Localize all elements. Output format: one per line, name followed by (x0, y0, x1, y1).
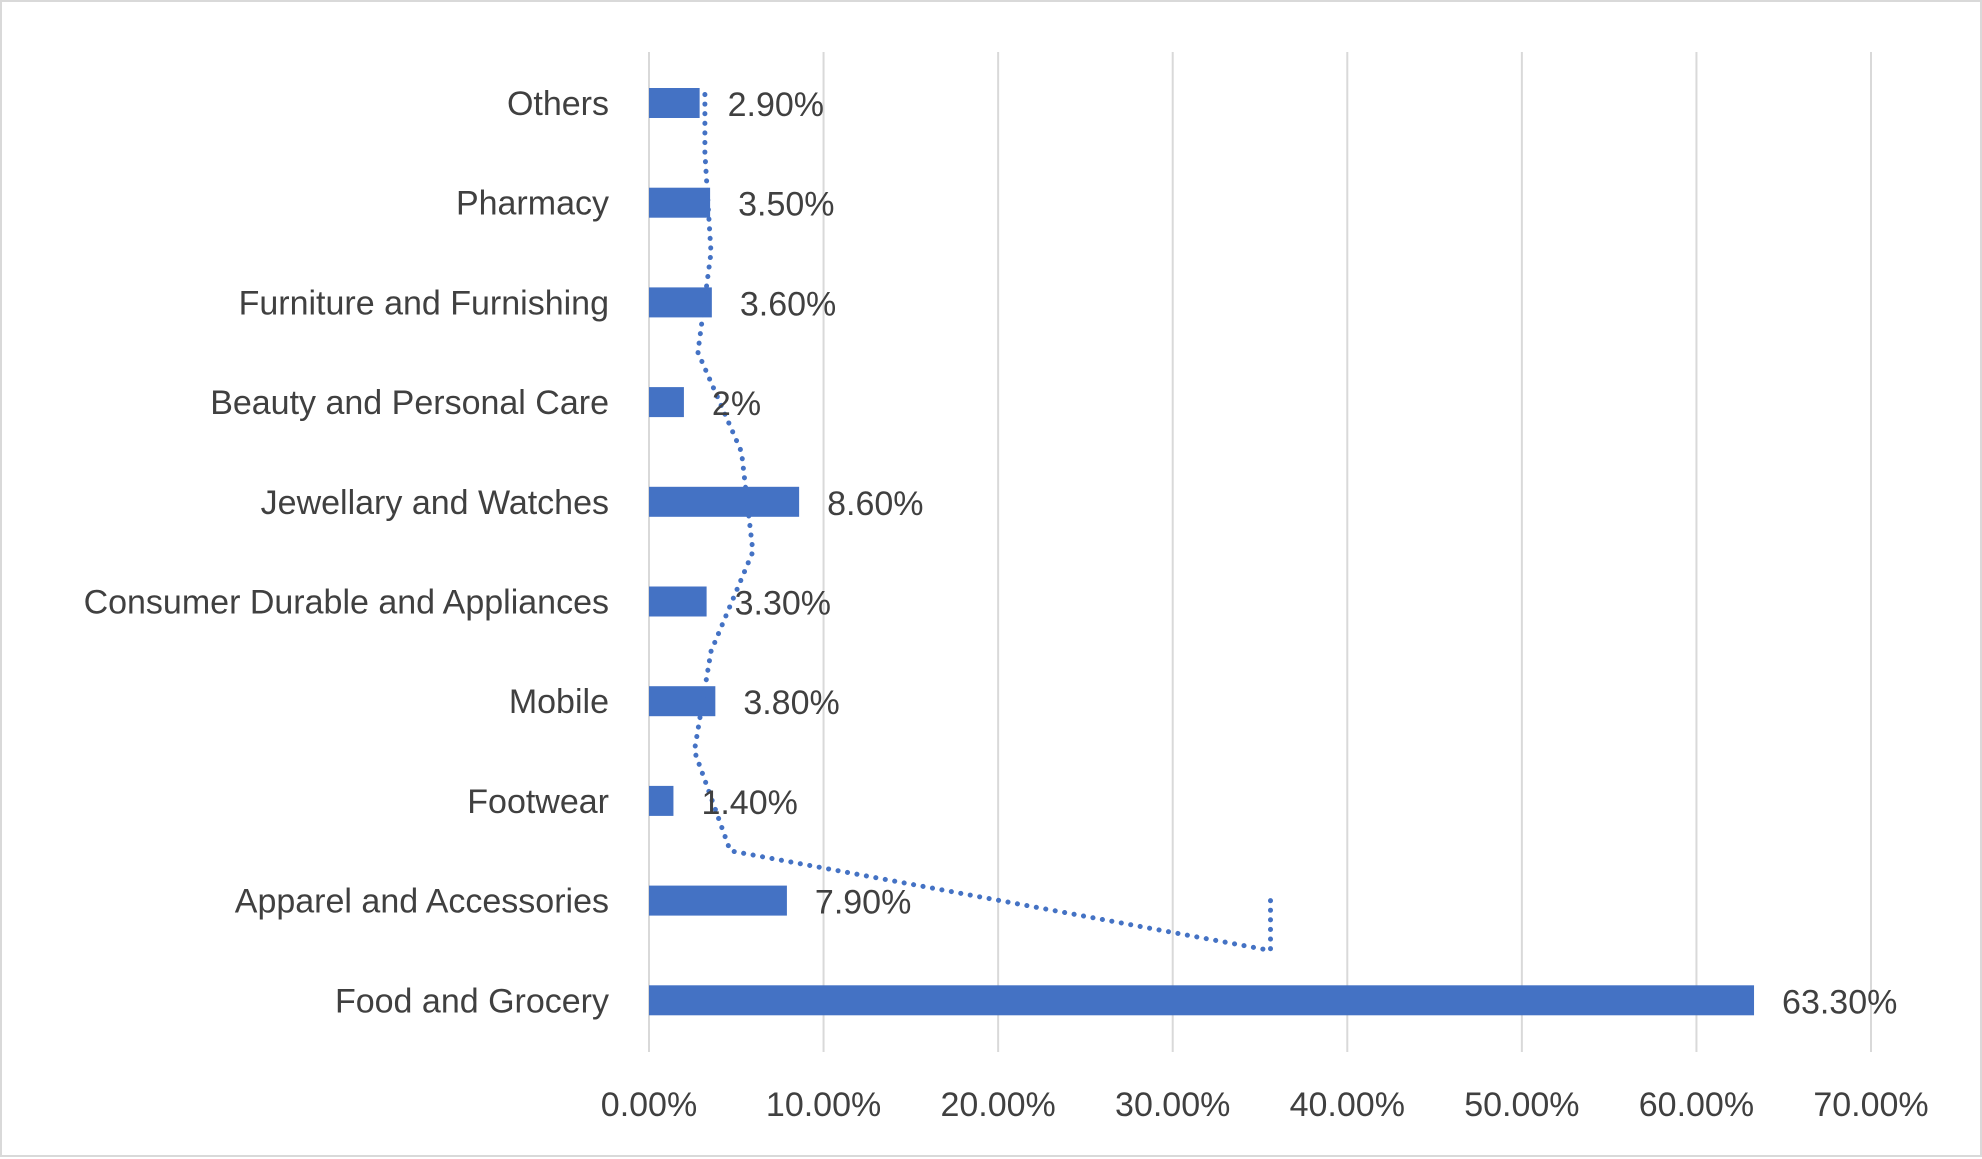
trendline (691, 88, 1273, 954)
data-label-8: 3.50% (738, 186, 834, 224)
bar-4 (649, 586, 707, 617)
category-label-7: Furniture and Furnishing (239, 284, 609, 322)
data-label-9: 2.90% (728, 86, 824, 124)
category-label-4: Consumer Durable and Appliances (84, 584, 609, 622)
bar-1 (649, 885, 787, 916)
x-tick-label-4: 40.00% (1290, 1086, 1405, 1124)
data-label-6: 2% (712, 385, 761, 423)
category-label-3: Mobile (509, 683, 609, 721)
data-label-4: 3.30% (735, 585, 831, 623)
category-label-2: Footwear (467, 783, 609, 821)
x-tick-label-0: 0.00% (601, 1086, 697, 1124)
category-label-9: Others (507, 85, 609, 123)
bar-0 (649, 985, 1755, 1016)
data-label-3: 3.80% (743, 684, 839, 722)
data-label-2: 1.40% (701, 784, 797, 822)
category-label-8: Pharmacy (456, 185, 609, 223)
bar-8 (649, 187, 711, 218)
category-label-1: Apparel and Accessories (235, 883, 609, 921)
x-tick-label-5: 50.00% (1464, 1086, 1579, 1124)
category-label-5: Jewellary and Watches (261, 484, 609, 522)
x-tick-label-1: 10.00% (766, 1086, 881, 1124)
bars (649, 88, 1755, 1016)
data-label-5: 8.60% (827, 485, 923, 523)
bar-9 (649, 88, 700, 118)
x-tick-label-7: 70.00% (1813, 1086, 1928, 1124)
data-labels: 63.30% 7.90% 1.40% 3.80% 3.30% 8.60% 2% 3.60% 3.… (701, 86, 1897, 1021)
data-label-7: 3.60% (740, 285, 836, 323)
trendline-path (691, 88, 1273, 954)
data-label-0: 63.30% (1782, 983, 1897, 1021)
bar-6 (649, 387, 684, 418)
bar-7 (649, 287, 712, 318)
category-label-0: Food and Grocery (335, 982, 609, 1020)
data-label-1: 7.90% (815, 884, 911, 922)
x-tick-label-2: 20.00% (940, 1086, 1055, 1124)
x-axis-tick-labels: 0.00% 10.00% 20.00% 30.00% 40.00% 50.00% 60.00… (601, 1086, 1929, 1124)
gridlines (648, 52, 1872, 1052)
x-tick-label-6: 60.00% (1639, 1086, 1754, 1124)
bar-5 (649, 486, 800, 517)
category-labels: Food and Grocery Apparel and Accessories F… (84, 85, 609, 1020)
x-tick-label-3: 30.00% (1115, 1086, 1230, 1124)
bar-2 (649, 785, 674, 816)
category-label-6: Beauty and Personal Care (210, 384, 609, 422)
